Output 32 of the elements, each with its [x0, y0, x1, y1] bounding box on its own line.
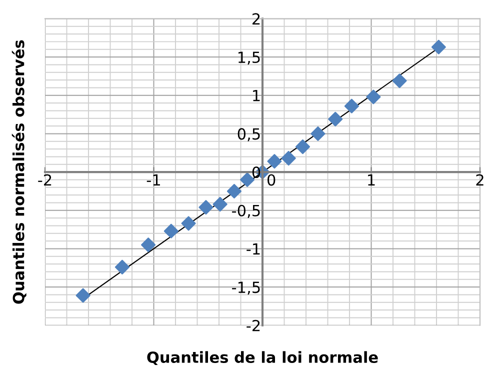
x-tick-label: 2	[476, 174, 484, 186]
point	[295, 139, 310, 154]
y-tick-label: 2	[252, 13, 260, 25]
point	[114, 260, 130, 274]
x-tick-label: 0	[268, 174, 276, 186]
point	[164, 224, 178, 238]
x-tick-label: -1	[146, 174, 160, 186]
point	[76, 288, 90, 303]
point	[366, 90, 381, 104]
y-tick-label: 1,5	[238, 52, 260, 65]
point	[181, 216, 196, 231]
point	[431, 40, 446, 54]
y-tick-label: -2	[246, 320, 260, 332]
x-tick-label: -2	[38, 174, 52, 186]
point	[310, 126, 326, 141]
y-tick-label: -1,5	[232, 282, 260, 295]
point	[344, 98, 359, 114]
point	[392, 74, 407, 88]
y-axis-title: Quantiles normalisés observés	[12, 40, 26, 304]
point	[328, 112, 343, 126]
x-tick-label: 1	[368, 174, 375, 186]
point	[226, 184, 242, 198]
point	[281, 150, 296, 166]
y-tick-label: 1	[253, 90, 260, 102]
x-axis-title: Quantiles de la loi normale	[147, 351, 378, 366]
point	[267, 154, 282, 169]
y-tick-label: -1	[246, 243, 260, 255]
point	[198, 200, 214, 215]
y-tick-label: 0,5	[238, 128, 260, 142]
y-tick-label: -0,5	[232, 204, 260, 218]
point	[141, 238, 156, 252]
point	[212, 196, 228, 212]
